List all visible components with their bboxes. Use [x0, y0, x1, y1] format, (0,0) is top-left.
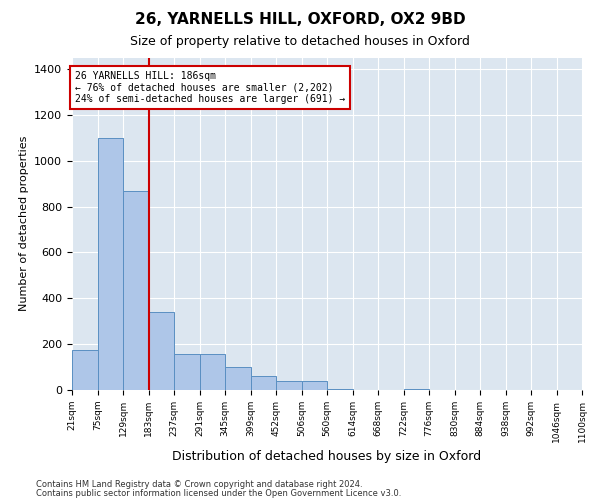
Bar	[404, 389, 429, 390]
Bar	[327, 389, 353, 390]
Bar	[72, 350, 97, 390]
Y-axis label: Number of detached properties: Number of detached properties	[19, 136, 29, 312]
Bar	[123, 190, 149, 390]
Bar	[199, 354, 225, 390]
Bar	[174, 354, 199, 390]
Bar	[97, 138, 123, 390]
Text: Contains HM Land Registry data © Crown copyright and database right 2024.: Contains HM Land Registry data © Crown c…	[36, 480, 362, 489]
Text: 26 YARNELLS HILL: 186sqm
← 76% of detached houses are smaller (2,202)
24% of sem: 26 YARNELLS HILL: 186sqm ← 76% of detach…	[74, 72, 345, 104]
Text: 26, YARNELLS HILL, OXFORD, OX2 9BD: 26, YARNELLS HILL, OXFORD, OX2 9BD	[134, 12, 466, 28]
Bar	[302, 381, 327, 390]
Bar	[149, 312, 174, 390]
Text: Contains public sector information licensed under the Open Government Licence v3: Contains public sector information licen…	[36, 489, 401, 498]
Bar	[251, 376, 276, 390]
Text: Size of property relative to detached houses in Oxford: Size of property relative to detached ho…	[130, 35, 470, 48]
X-axis label: Distribution of detached houses by size in Oxford: Distribution of detached houses by size …	[172, 450, 482, 463]
Bar	[225, 367, 251, 390]
Bar	[276, 381, 302, 390]
